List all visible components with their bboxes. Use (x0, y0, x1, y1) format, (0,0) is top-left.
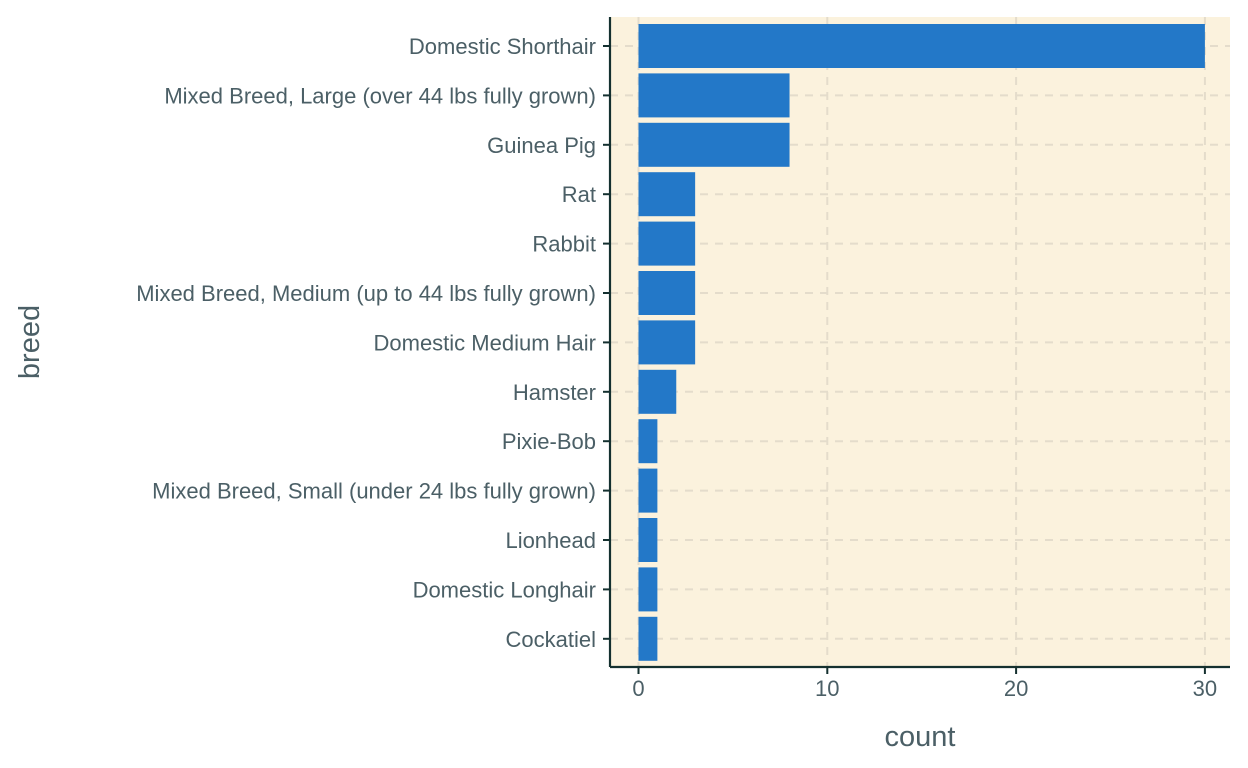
bar (638, 518, 658, 562)
y-tick-label: Pixie-Bob (502, 429, 596, 454)
bar (638, 567, 658, 612)
y-tick-label: Domestic Shorthair (409, 34, 596, 59)
bar (638, 271, 696, 315)
y-tick-label: Domestic Medium Hair (374, 330, 597, 355)
bar (638, 369, 677, 414)
y-tick-label: Rabbit (532, 232, 596, 257)
y-tick-label: Cockatiel (506, 627, 596, 652)
x-tick-label: 20 (1004, 676, 1028, 701)
bar (638, 172, 696, 217)
bar (638, 221, 696, 266)
bar (638, 73, 790, 118)
x-axis-title: count (885, 721, 956, 753)
y-tick-label: Mixed Breed, Medium (up to 44 lbs fully … (136, 281, 596, 306)
y-tick-label: Domestic Longhair (413, 577, 596, 602)
bars (638, 24, 1205, 661)
y-tick-label: Lionhead (505, 528, 596, 553)
y-tick-label: Mixed Breed, Small (under 24 lbs fully g… (152, 479, 596, 504)
y-tick-label: Hamster (513, 380, 596, 405)
x-axis-ticks: 0 10 20 30 (632, 667, 1217, 701)
bar (638, 468, 658, 513)
y-tick-label: Rat (562, 182, 596, 207)
y-axis-ticks: Domestic Shorthair Mixed Breed, Large (ov… (136, 34, 610, 652)
bar (638, 24, 1205, 68)
y-tick-label: Guinea Pig (487, 133, 596, 158)
bar (638, 419, 658, 464)
x-tick-label: 10 (815, 676, 839, 701)
x-tick-label: 30 (1193, 676, 1217, 701)
bar (638, 616, 658, 661)
y-tick-label: Mixed Breed, Large (over 44 lbs fully gr… (164, 83, 596, 108)
bar (638, 320, 696, 365)
bar (638, 122, 790, 167)
x-tick-label: 0 (632, 676, 644, 701)
y-axis-title: breed (14, 305, 46, 379)
